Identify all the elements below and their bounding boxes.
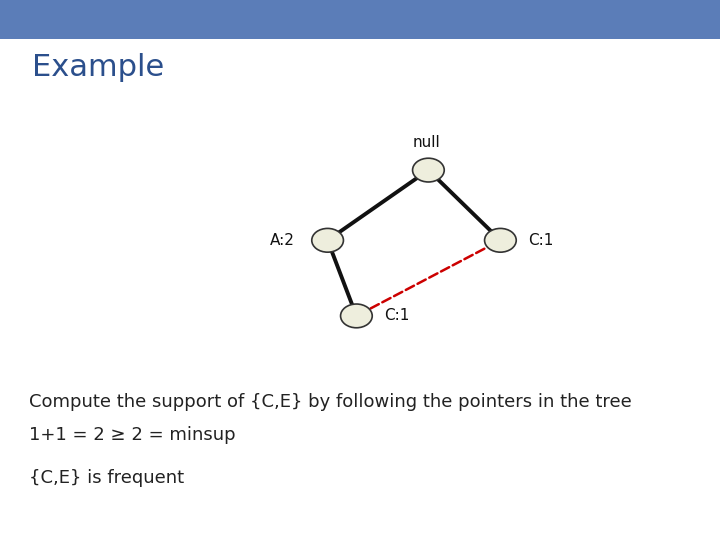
Text: Compute the support of {C,E} by following the pointers in the tree: Compute the support of {C,E} by followin… (29, 393, 631, 411)
Circle shape (312, 228, 343, 252)
Circle shape (341, 304, 372, 328)
Circle shape (413, 158, 444, 182)
Text: C:1: C:1 (384, 308, 409, 323)
Circle shape (485, 228, 516, 252)
Text: null: null (413, 134, 440, 150)
Text: {C,E} is frequent: {C,E} is frequent (29, 469, 184, 487)
Text: 1+1 = 2 ≥ 2 = minsup: 1+1 = 2 ≥ 2 = minsup (29, 426, 235, 444)
Text: C:1: C:1 (528, 233, 553, 248)
Text: A:2: A:2 (270, 233, 295, 248)
Text: Example: Example (32, 53, 165, 82)
